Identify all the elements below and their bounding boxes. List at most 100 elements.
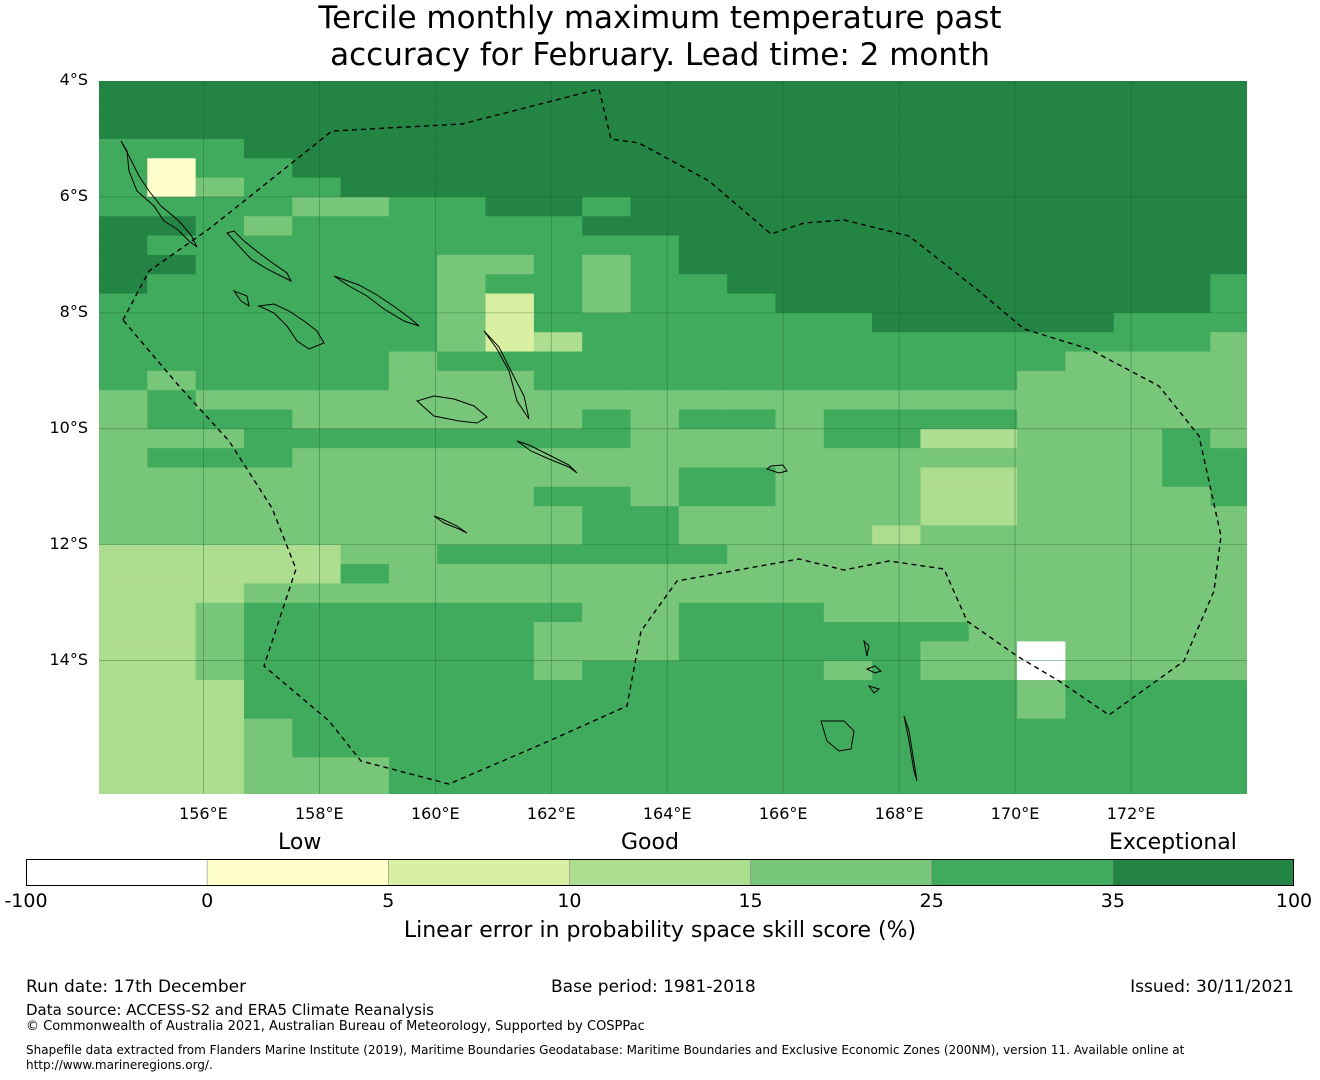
grid-cell	[437, 216, 487, 237]
category-exceptional: Exceptional	[1109, 830, 1237, 855]
grid-cell	[872, 158, 922, 179]
grid-cell	[1210, 564, 1247, 585]
grid-cell	[920, 100, 970, 121]
grid-cell	[582, 119, 632, 140]
grid-cell	[1210, 138, 1247, 159]
grid-cell	[1162, 602, 1211, 623]
grid-cell	[1162, 467, 1211, 488]
grid-cell	[292, 254, 342, 275]
grid-cell	[582, 158, 632, 179]
grid-cell	[437, 564, 487, 585]
grid-cell	[968, 332, 1018, 353]
grid-cell	[533, 370, 583, 391]
grid-cell	[630, 216, 680, 237]
grid-cell	[243, 235, 293, 256]
grid-cell	[920, 158, 970, 179]
lon-tick-label: 168°E	[874, 804, 924, 823]
grid-cell	[1162, 390, 1211, 411]
grid-cell	[1210, 776, 1247, 794]
grid-cell	[99, 216, 148, 237]
grid-cell	[340, 660, 390, 681]
grid-cell	[1210, 370, 1247, 391]
grid-cell	[533, 602, 583, 623]
grid-cell	[1065, 390, 1115, 411]
grid-cell	[485, 100, 535, 121]
grid-cell	[340, 448, 390, 469]
grid-cell	[678, 370, 728, 391]
grid-cell	[1017, 660, 1067, 681]
grid-cell	[1210, 738, 1247, 758]
grid-cell	[340, 506, 390, 527]
grid-cell	[968, 216, 1018, 237]
grid-cell	[243, 506, 293, 527]
grid-cell	[533, 390, 583, 411]
grid-cell	[485, 177, 535, 198]
grid-cell	[533, 506, 583, 527]
grid-cell	[1113, 718, 1163, 739]
grid-cell	[243, 119, 293, 140]
grid-cell	[872, 293, 922, 314]
grid-cell	[1065, 177, 1115, 198]
grid-cell	[292, 274, 342, 295]
grid-cell	[1113, 351, 1163, 372]
category-low: Low	[278, 830, 322, 855]
grid-cell	[340, 100, 390, 121]
grid-cell	[99, 119, 148, 140]
grid-cell	[775, 409, 825, 430]
grid-cell	[823, 680, 873, 700]
grid-cell	[1210, 602, 1247, 623]
grid-cell	[582, 757, 632, 778]
grid-cell	[678, 757, 728, 778]
grid-cell	[243, 544, 293, 565]
grid-cell	[920, 428, 970, 449]
grid-cell	[485, 718, 535, 739]
grid-cell	[147, 602, 197, 623]
espiritu-santo-island	[820, 720, 855, 752]
grid-cell	[968, 235, 1018, 256]
island-outlines	[120, 140, 918, 782]
grid-cell	[437, 680, 487, 700]
grid-cell	[1017, 583, 1067, 604]
grid-cell	[485, 486, 535, 507]
grid-cell	[1162, 274, 1211, 295]
grid-cell	[485, 119, 535, 140]
grid-cell	[678, 660, 728, 681]
grid-cell	[872, 351, 922, 372]
grid-cell	[485, 196, 535, 217]
grid-cell	[437, 100, 487, 121]
grid-cell	[292, 718, 342, 739]
grid-cell	[872, 641, 922, 662]
grid-cell	[1017, 680, 1067, 700]
grid-cell	[727, 274, 777, 295]
grid-cell	[243, 293, 293, 314]
grid-cell	[99, 506, 148, 527]
grid-cell	[533, 274, 583, 295]
grid-cell	[388, 332, 438, 353]
grid-cell	[99, 100, 148, 121]
grid-cell	[1210, 351, 1247, 372]
grid-cell	[630, 467, 680, 488]
grid-cell	[388, 622, 438, 642]
grid-cell	[775, 370, 825, 391]
grid-cell	[388, 216, 438, 237]
grid-cell	[872, 699, 922, 720]
grid-cell	[195, 544, 245, 565]
grid-cell	[99, 699, 148, 720]
grid-cell	[99, 254, 148, 275]
choiseul-island	[226, 230, 293, 283]
grid-cell	[727, 660, 777, 681]
grid-cell	[1065, 486, 1115, 507]
grid-cell	[437, 177, 487, 198]
grid-cell	[678, 738, 728, 758]
grid-cell	[823, 274, 873, 295]
grid-cell	[727, 235, 777, 256]
grid-cell	[823, 138, 873, 159]
grid-cell	[968, 544, 1018, 565]
grid-cell	[630, 293, 680, 314]
grid-cell	[775, 274, 825, 295]
grid-cell	[485, 776, 535, 794]
grid-cell	[775, 196, 825, 217]
grid-cell	[243, 641, 293, 662]
grid-cell	[920, 486, 970, 507]
grid-cell	[678, 583, 728, 604]
